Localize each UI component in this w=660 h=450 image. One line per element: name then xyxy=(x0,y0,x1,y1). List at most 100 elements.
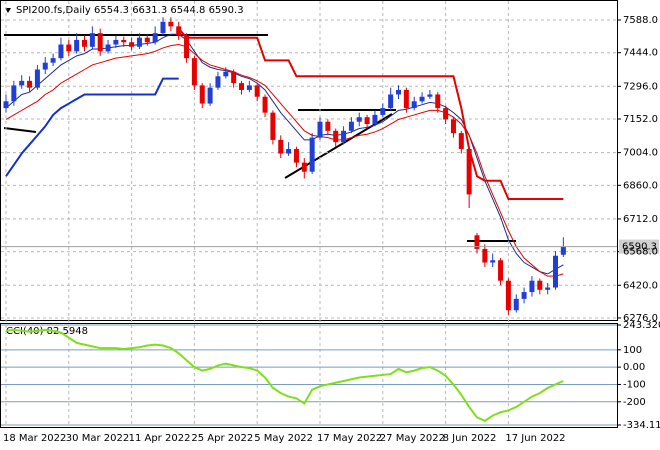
y-tick-label: -334.110 xyxy=(623,420,660,431)
candle-body xyxy=(396,89,401,95)
x-tick-label: 5 May 2022 xyxy=(254,433,313,444)
candle-body xyxy=(144,37,150,43)
candle-body xyxy=(458,133,464,149)
chart-title: SPI200.fs,Daily xyxy=(16,5,91,16)
x-tick-label: 25 Apr 2022 xyxy=(191,433,253,444)
indicator-line xyxy=(5,77,179,177)
candle-body xyxy=(50,58,56,63)
cci-panel-frame xyxy=(0,323,618,428)
candle-body xyxy=(168,21,174,27)
candle-body xyxy=(364,117,370,125)
y-tick-label: -100 xyxy=(623,379,646,390)
candle-body xyxy=(97,33,103,52)
candle-body xyxy=(74,39,80,52)
candle-body xyxy=(160,21,166,34)
x-tick-label: 27 May 2022 xyxy=(380,433,445,444)
cci-current: 82.5948 xyxy=(47,326,88,337)
candle-body xyxy=(450,119,456,134)
y-tick-label: 0.00 xyxy=(623,362,645,373)
candle-body xyxy=(19,80,25,86)
indicator-line xyxy=(5,44,564,277)
y-tick-label: 7296.0 xyxy=(623,81,658,92)
candle-body xyxy=(388,94,394,109)
candle-body xyxy=(42,62,48,70)
candle-body xyxy=(129,42,135,47)
candle-body xyxy=(207,87,213,104)
candle-body xyxy=(278,139,284,154)
x-tick-label: 8 Jun 2022 xyxy=(443,433,497,444)
candle-body xyxy=(411,101,417,109)
candle-body xyxy=(545,287,551,290)
current-price-label: 6590.3 xyxy=(622,242,657,253)
candle-body xyxy=(223,71,229,77)
candle-body xyxy=(309,137,315,172)
candle-body xyxy=(293,148,299,163)
x-tick-label: 30 Mar 2022 xyxy=(66,433,129,444)
candle-body xyxy=(215,76,221,88)
candle-body xyxy=(560,246,566,255)
x-tick-label: 11 Apr 2022 xyxy=(129,433,191,444)
y-tick-label: 6568.0 xyxy=(623,247,658,258)
candle-body xyxy=(199,85,205,104)
x-tick-label: 18 Mar 2022 xyxy=(3,433,66,444)
candle-body xyxy=(553,255,558,288)
candle-body xyxy=(482,248,488,263)
candle-body xyxy=(121,39,127,43)
y-tick-label: 7152.0 xyxy=(623,114,658,125)
candle-body xyxy=(136,37,142,47)
candle-body xyxy=(11,85,17,102)
candle-body xyxy=(498,260,504,281)
candle-body xyxy=(239,83,244,90)
candle-body xyxy=(152,33,158,43)
close-value: 6590.3 xyxy=(209,5,244,16)
candle-body xyxy=(348,121,354,131)
candle-body xyxy=(66,44,72,52)
candle-body xyxy=(286,148,292,154)
y-tick-label: 7004.0 xyxy=(623,148,658,159)
candle-body xyxy=(105,44,111,52)
candle-body xyxy=(341,130,347,143)
trend-line xyxy=(3,127,37,133)
candle-body xyxy=(333,130,339,143)
candle-body xyxy=(325,121,331,131)
candle-body xyxy=(427,94,433,97)
candle-body xyxy=(27,80,33,88)
y-tick-label: 6420.0 xyxy=(623,280,658,291)
candle-body xyxy=(246,85,252,90)
indicator-line xyxy=(5,328,564,422)
candle-body xyxy=(380,108,386,115)
candle-body xyxy=(3,101,9,109)
open-value: 6554.3 xyxy=(94,5,129,16)
candle-body xyxy=(301,162,307,172)
cci-header: CCI(40) 82.5948 xyxy=(6,326,88,337)
candle-body xyxy=(505,280,511,311)
candle-body xyxy=(435,94,441,109)
low-value: 6544.8 xyxy=(170,5,205,16)
candle-body xyxy=(113,39,119,45)
indicator-line xyxy=(177,27,564,200)
x-tick-label: 17 May 2022 xyxy=(317,433,382,444)
y-tick-label: 7588.0 xyxy=(623,15,658,26)
x-tick-label: 17 Jun 2022 xyxy=(505,433,565,444)
y-tick-label: 6860.0 xyxy=(623,180,658,191)
candle-body xyxy=(513,298,519,311)
candle-body xyxy=(419,96,425,102)
candle-body xyxy=(466,148,472,195)
candle-body xyxy=(82,39,87,47)
y-tick-label: -200 xyxy=(623,397,646,408)
y-tick-label: 6712.0 xyxy=(623,214,658,225)
y-tick-label: 100 xyxy=(623,345,642,356)
candle-body xyxy=(317,121,323,138)
candle-body xyxy=(231,71,237,84)
current-price-box xyxy=(619,239,659,254)
candle-body xyxy=(443,108,449,120)
candle-body xyxy=(34,69,40,88)
y-tick-label: 6276.0 xyxy=(623,313,658,324)
candle-body xyxy=(262,96,268,113)
price-panel-frame xyxy=(0,0,618,321)
candle-body xyxy=(184,35,190,59)
candle-body xyxy=(254,85,260,97)
y-tick-label: 243.3203 xyxy=(623,320,660,331)
